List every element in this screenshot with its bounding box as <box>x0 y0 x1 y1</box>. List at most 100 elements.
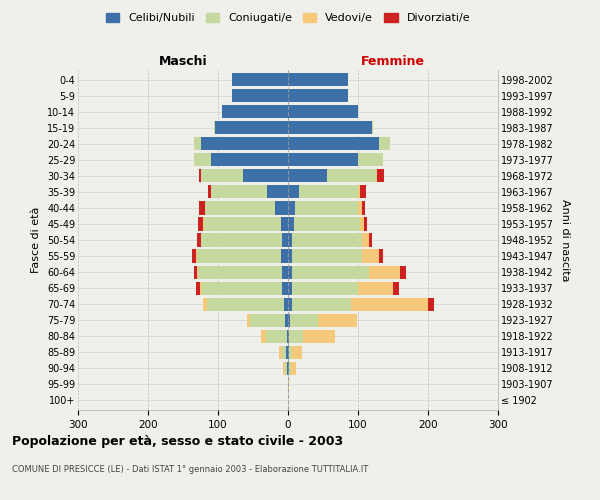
Bar <box>285 314 288 327</box>
Bar <box>288 121 372 134</box>
Bar <box>208 186 211 198</box>
Bar <box>266 330 287 343</box>
Bar <box>211 186 267 198</box>
Bar <box>283 266 288 278</box>
Bar <box>292 346 302 359</box>
Bar <box>288 346 289 359</box>
Bar <box>200 170 242 182</box>
Bar <box>284 362 287 375</box>
Bar <box>201 234 282 246</box>
Bar <box>288 298 292 310</box>
Bar <box>282 234 288 246</box>
Bar <box>250 314 285 327</box>
Bar <box>281 218 288 230</box>
Bar <box>247 314 250 327</box>
Bar <box>289 362 291 375</box>
Text: COMUNE DI PRESICCE (LE) - Dati ISTAT 1° gennaio 2003 - Elaborazione TUTTITALIA.I: COMUNE DI PRESICCE (LE) - Dati ISTAT 1° … <box>12 465 368 474</box>
Bar <box>292 266 368 278</box>
Bar <box>364 218 367 230</box>
Bar <box>368 266 400 278</box>
Bar <box>283 282 288 294</box>
Bar <box>288 137 379 150</box>
Bar <box>211 153 288 166</box>
Bar <box>193 137 200 150</box>
Bar <box>288 266 292 278</box>
Legend: Celibi/Nubili, Coniugati/e, Vedovi/e, Divorziati/e: Celibi/Nubili, Coniugati/e, Vedovi/e, Di… <box>101 8 475 28</box>
Bar <box>288 378 289 391</box>
Bar <box>215 121 288 134</box>
Bar <box>379 250 383 262</box>
Bar <box>326 170 376 182</box>
Bar <box>368 234 372 246</box>
Bar <box>288 186 299 198</box>
Bar <box>205 202 275 214</box>
Bar <box>207 298 284 310</box>
Bar <box>286 346 288 359</box>
Bar <box>214 121 215 134</box>
Bar <box>197 234 200 246</box>
Bar <box>360 218 364 230</box>
Bar <box>200 282 202 294</box>
Bar <box>376 170 377 182</box>
Bar <box>221 105 288 118</box>
Bar <box>358 153 383 166</box>
Bar <box>292 250 361 262</box>
Bar <box>288 73 347 86</box>
Bar <box>292 234 361 246</box>
Bar <box>283 346 286 359</box>
Bar <box>358 186 360 198</box>
Bar <box>279 346 283 359</box>
Bar <box>192 250 196 262</box>
Bar <box>198 218 203 230</box>
Bar <box>199 170 200 182</box>
Bar <box>288 234 292 246</box>
Bar <box>275 202 288 214</box>
Bar <box>287 362 288 375</box>
Bar <box>288 330 289 343</box>
Bar <box>193 153 211 166</box>
Bar <box>199 202 205 214</box>
Bar <box>200 234 201 246</box>
Bar <box>232 89 288 102</box>
Bar <box>290 314 318 327</box>
Bar <box>377 170 384 182</box>
Bar <box>400 266 406 278</box>
Bar <box>372 121 373 134</box>
Bar <box>291 362 296 375</box>
Bar <box>295 202 358 214</box>
Bar <box>292 282 358 294</box>
Bar <box>288 250 292 262</box>
Bar <box>281 250 288 262</box>
Bar <box>288 153 358 166</box>
Y-axis label: Fasce di età: Fasce di età <box>31 207 41 273</box>
Text: Popolazione per età, sesso e stato civile - 2003: Popolazione per età, sesso e stato civil… <box>12 435 343 448</box>
Bar <box>361 202 365 214</box>
Bar <box>360 186 366 198</box>
Bar <box>428 298 434 310</box>
Bar <box>288 202 295 214</box>
Bar <box>289 330 304 343</box>
Y-axis label: Anni di nascita: Anni di nascita <box>560 198 571 281</box>
Bar <box>203 218 204 230</box>
Bar <box>200 137 288 150</box>
Bar <box>287 330 288 343</box>
Bar <box>199 266 283 278</box>
Bar <box>242 170 288 182</box>
Bar <box>267 186 288 198</box>
Bar <box>197 266 199 278</box>
Bar <box>288 362 289 375</box>
Bar <box>393 282 398 294</box>
Bar <box>283 362 284 375</box>
Text: Maschi: Maschi <box>158 56 208 68</box>
Bar <box>351 298 428 310</box>
Bar <box>318 314 356 327</box>
Bar <box>358 282 393 294</box>
Bar <box>284 298 288 310</box>
Bar <box>304 330 335 343</box>
Bar <box>299 186 358 198</box>
Bar <box>288 89 347 102</box>
Bar <box>288 282 292 294</box>
Bar <box>288 105 358 118</box>
Bar <box>197 250 281 262</box>
Bar <box>288 170 326 182</box>
